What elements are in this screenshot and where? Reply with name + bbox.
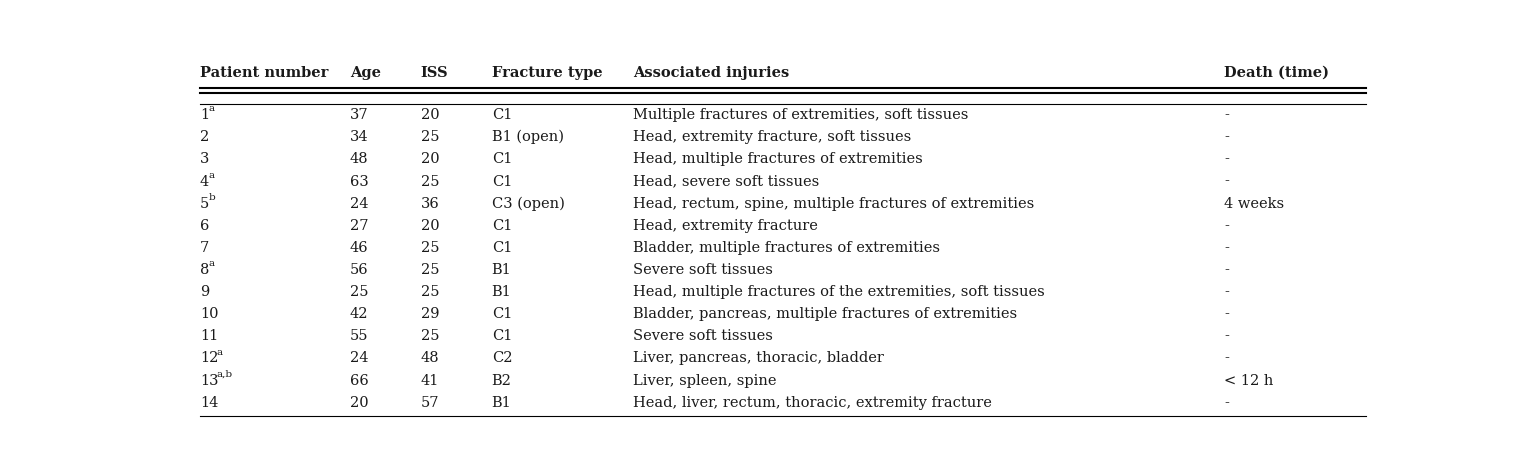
Text: 20: 20 — [421, 108, 439, 122]
Text: B1: B1 — [492, 285, 512, 299]
Text: a: a — [209, 105, 215, 114]
Text: 25: 25 — [421, 241, 439, 255]
Text: 25: 25 — [421, 263, 439, 277]
Text: Patient number: Patient number — [200, 66, 328, 80]
Text: < 12 h: < 12 h — [1224, 374, 1274, 387]
Text: a: a — [209, 259, 215, 268]
Text: C2: C2 — [492, 351, 512, 366]
Text: 55: 55 — [351, 329, 369, 343]
Text: 11: 11 — [200, 329, 218, 343]
Text: Head, rectum, spine, multiple fractures of extremities: Head, rectum, spine, multiple fractures … — [634, 197, 1035, 210]
Text: 8: 8 — [200, 263, 209, 277]
Text: b: b — [209, 193, 215, 202]
Text: a: a — [209, 171, 215, 180]
Text: B2: B2 — [492, 374, 512, 387]
Text: 9: 9 — [200, 285, 209, 299]
Text: -: - — [1224, 263, 1228, 277]
Text: B1: B1 — [492, 263, 512, 277]
Text: Bladder, pancreas, multiple fractures of extremities: Bladder, pancreas, multiple fractures of… — [634, 307, 1018, 321]
Text: C1: C1 — [492, 307, 512, 321]
Text: 4: 4 — [200, 175, 209, 189]
Text: a: a — [216, 348, 223, 357]
Text: 57: 57 — [421, 395, 439, 410]
Text: 27: 27 — [351, 219, 369, 233]
Text: 66: 66 — [351, 374, 369, 387]
Text: 20: 20 — [421, 219, 439, 233]
Text: C1: C1 — [492, 241, 512, 255]
Text: Age: Age — [351, 66, 381, 80]
Text: 13: 13 — [200, 374, 218, 387]
Text: Severe soft tissues: Severe soft tissues — [634, 329, 773, 343]
Text: 6: 6 — [200, 219, 209, 233]
Text: -: - — [1224, 285, 1228, 299]
Text: 1: 1 — [200, 108, 209, 122]
Text: C1: C1 — [492, 175, 512, 189]
Text: 14: 14 — [200, 395, 218, 410]
Text: 5: 5 — [200, 197, 209, 210]
Text: 37: 37 — [351, 108, 369, 122]
Text: 48: 48 — [351, 152, 369, 166]
Text: Head, severe soft tissues: Head, severe soft tissues — [634, 175, 820, 189]
Text: Head, extremity fracture: Head, extremity fracture — [634, 219, 818, 233]
Text: 12: 12 — [200, 351, 218, 366]
Text: 36: 36 — [421, 197, 439, 210]
Text: B1: B1 — [492, 395, 512, 410]
Text: -: - — [1224, 395, 1228, 410]
Text: 25: 25 — [351, 285, 369, 299]
Text: 25: 25 — [421, 285, 439, 299]
Text: 48: 48 — [421, 351, 439, 366]
Text: C1: C1 — [492, 152, 512, 166]
Text: ISS: ISS — [421, 66, 448, 80]
Text: Associated injuries: Associated injuries — [634, 66, 789, 80]
Text: Fracture type: Fracture type — [492, 66, 602, 80]
Text: 25: 25 — [421, 329, 439, 343]
Text: -: - — [1224, 130, 1228, 144]
Text: 25: 25 — [421, 130, 439, 144]
Text: C1: C1 — [492, 219, 512, 233]
Text: -: - — [1224, 241, 1228, 255]
Text: 4 weeks: 4 weeks — [1224, 197, 1285, 210]
Text: 2: 2 — [200, 130, 209, 144]
Text: 63: 63 — [351, 175, 369, 189]
Text: 20: 20 — [421, 152, 439, 166]
Text: -: - — [1224, 108, 1228, 122]
Text: 3: 3 — [200, 152, 209, 166]
Text: 56: 56 — [351, 263, 369, 277]
Text: -: - — [1224, 219, 1228, 233]
Text: C3 (open): C3 (open) — [492, 196, 564, 211]
Text: -: - — [1224, 307, 1228, 321]
Text: 29: 29 — [421, 307, 439, 321]
Text: Head, extremity fracture, soft tissues: Head, extremity fracture, soft tissues — [634, 130, 911, 144]
Text: B1 (open): B1 (open) — [492, 130, 564, 144]
Text: Liver, spleen, spine: Liver, spleen, spine — [634, 374, 777, 387]
Text: Head, multiple fractures of the extremities, soft tissues: Head, multiple fractures of the extremit… — [634, 285, 1045, 299]
Text: -: - — [1224, 329, 1228, 343]
Text: 7: 7 — [200, 241, 209, 255]
Text: 20: 20 — [351, 395, 369, 410]
Text: Head, liver, rectum, thoracic, extremity fracture: Head, liver, rectum, thoracic, extremity… — [634, 395, 992, 410]
Text: -: - — [1224, 351, 1228, 366]
Text: Head, multiple fractures of extremities: Head, multiple fractures of extremities — [634, 152, 924, 166]
Text: Multiple fractures of extremities, soft tissues: Multiple fractures of extremities, soft … — [634, 108, 969, 122]
Text: Bladder, multiple fractures of extremities: Bladder, multiple fractures of extremiti… — [634, 241, 940, 255]
Text: C1: C1 — [492, 329, 512, 343]
Text: Severe soft tissues: Severe soft tissues — [634, 263, 773, 277]
Text: 41: 41 — [421, 374, 439, 387]
Text: 46: 46 — [351, 241, 369, 255]
Text: 42: 42 — [351, 307, 369, 321]
Text: 24: 24 — [351, 351, 369, 366]
Text: Death (time): Death (time) — [1224, 66, 1329, 80]
Text: -: - — [1224, 175, 1228, 189]
Text: a,b: a,b — [216, 370, 233, 379]
Text: -: - — [1224, 152, 1228, 166]
Text: 25: 25 — [421, 175, 439, 189]
Text: 10: 10 — [200, 307, 218, 321]
Text: 24: 24 — [351, 197, 369, 210]
Text: 34: 34 — [351, 130, 369, 144]
Text: C1: C1 — [492, 108, 512, 122]
Text: Liver, pancreas, thoracic, bladder: Liver, pancreas, thoracic, bladder — [634, 351, 884, 366]
